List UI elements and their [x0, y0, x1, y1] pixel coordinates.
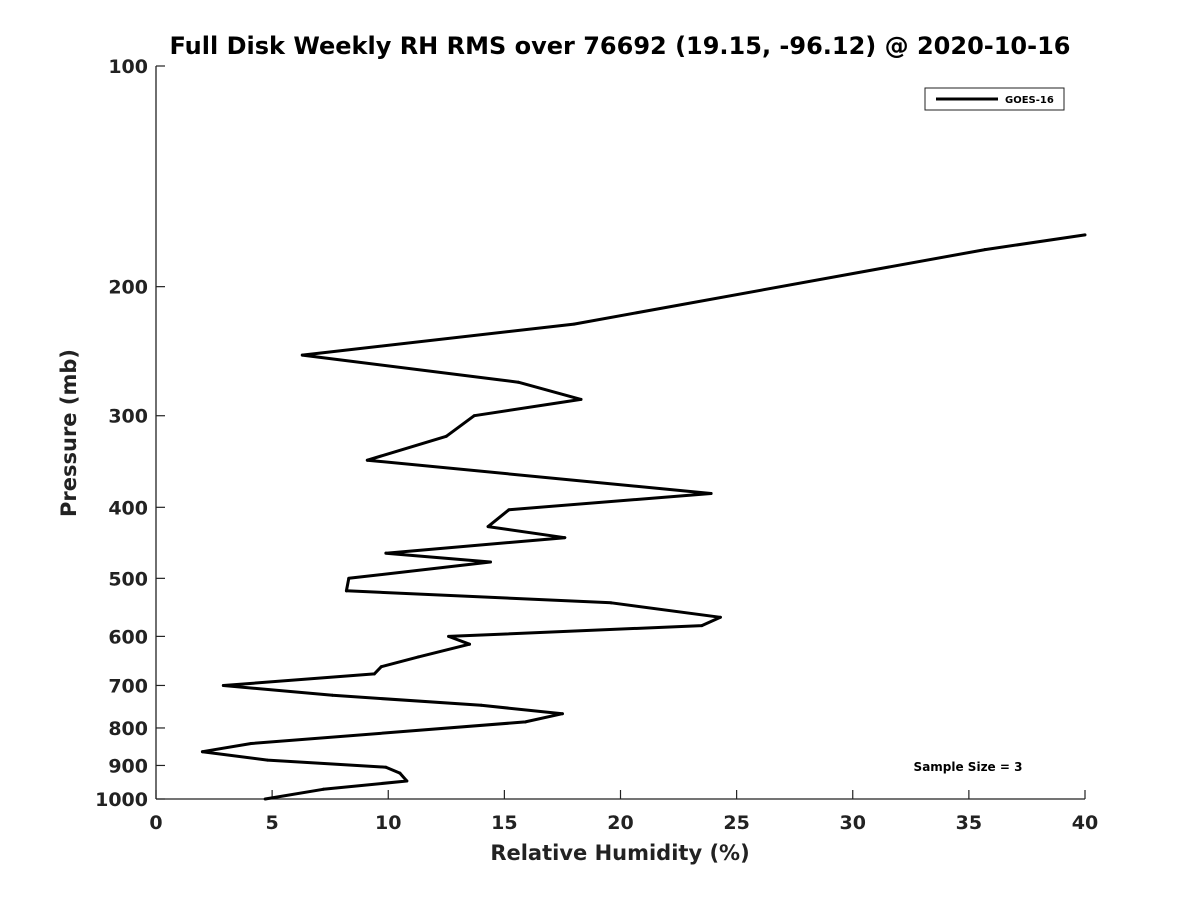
data-point — [331, 693, 335, 697]
data-point — [560, 712, 564, 716]
data-point — [472, 414, 476, 418]
data-point — [488, 560, 492, 564]
x-tick-label: 0 — [149, 812, 162, 834]
data-point — [200, 750, 204, 754]
series-points-goes-16 — [200, 233, 1087, 801]
data-point — [263, 797, 267, 801]
x-tick-label: 10 — [375, 812, 401, 834]
data-point — [447, 634, 451, 638]
data-point — [700, 624, 704, 628]
data-point — [249, 741, 253, 745]
y-tick-label: 200 — [108, 277, 148, 299]
data-point — [983, 248, 987, 252]
data-point — [221, 683, 225, 687]
data-point — [321, 787, 325, 791]
legend-entry-goes-16: GOES-16 — [1005, 95, 1054, 106]
data-point — [398, 771, 402, 775]
y-tick-label: 100 — [108, 56, 148, 78]
data-point — [384, 765, 388, 769]
x-tick-label: 25 — [723, 812, 749, 834]
y-tick-label: 400 — [108, 497, 148, 519]
y-tick-label: 700 — [108, 675, 148, 697]
data-point — [372, 672, 376, 676]
y-tick-label: 800 — [108, 718, 148, 740]
x-tick-label: 35 — [956, 812, 982, 834]
y-tick-label: 900 — [108, 755, 148, 777]
data-point — [1083, 233, 1087, 237]
series-line-goes-16 — [200, 233, 1086, 801]
x-tick-label: 20 — [607, 812, 633, 834]
y-axis-ticks: 100 200 300 400 500 600 700 800 900 1000 — [95, 56, 165, 811]
x-tick-label: 30 — [840, 812, 866, 834]
data-point — [718, 615, 722, 619]
y-tick-label: 300 — [108, 406, 148, 428]
x-tick-label: 5 — [266, 812, 279, 834]
data-point — [572, 322, 576, 326]
data-point — [379, 665, 383, 669]
data-point — [384, 551, 388, 555]
data-point — [416, 655, 420, 659]
data-point — [709, 491, 713, 495]
data-point — [609, 601, 613, 605]
data-point — [444, 434, 448, 438]
data-point — [523, 720, 527, 724]
data-point — [468, 642, 472, 646]
data-point — [579, 397, 583, 401]
sample-size-annotation: Sample Size = 3 — [914, 760, 1023, 774]
y-tick-label: 500 — [108, 568, 148, 590]
y-tick-label: 600 — [108, 626, 148, 648]
data-point — [563, 536, 567, 540]
data-point — [365, 458, 369, 462]
data-point — [300, 353, 304, 357]
y-tick-label: 1000 — [95, 789, 148, 811]
data-point — [347, 576, 351, 580]
data-point — [265, 758, 269, 762]
x-axis-label: Relative Humidity (%) — [490, 841, 749, 865]
data-point — [486, 525, 490, 529]
y-axis-label: Pressure (mb) — [57, 349, 81, 517]
chart-title: Full Disk Weekly RH RMS over 76692 (19.1… — [169, 32, 1070, 60]
x-tick-label: 40 — [1072, 812, 1098, 834]
data-point — [344, 589, 348, 593]
data-point — [516, 380, 520, 384]
x-tick-label: 15 — [491, 812, 517, 834]
data-point — [507, 508, 511, 512]
data-point — [405, 779, 409, 783]
plot-axes — [155, 66, 1085, 800]
data-point — [479, 703, 483, 707]
x-axis-ticks: 0 5 10 15 20 25 30 35 40 — [149, 790, 1098, 834]
legend: GOES-16 — [924, 87, 1065, 111]
